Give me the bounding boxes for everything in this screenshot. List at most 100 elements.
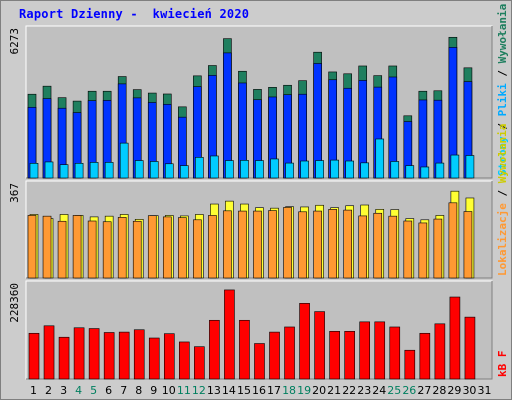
kbf-bar-15 bbox=[239, 319, 250, 380]
sites-bar-29 bbox=[448, 202, 458, 279]
x-tick-label-21: 21 bbox=[327, 384, 341, 397]
x-tick-label-11: 11 bbox=[177, 384, 191, 397]
sites-bar-28 bbox=[433, 218, 443, 279]
x-tick-label-7: 7 bbox=[120, 384, 127, 397]
kbf-bar-18 bbox=[284, 326, 295, 380]
pages-bar-14 bbox=[223, 52, 232, 179]
x-tick-label-5: 5 bbox=[90, 384, 97, 397]
sites-bar-20 bbox=[313, 210, 322, 279]
files-bar-20 bbox=[315, 160, 324, 179]
kbf-bar-11 bbox=[179, 341, 190, 380]
kbf-bar-19 bbox=[299, 303, 310, 380]
kbf-bar-16 bbox=[254, 343, 265, 380]
legend-top-part-2: Pliki bbox=[496, 83, 509, 116]
x-tick-label-15: 15 bbox=[237, 384, 251, 397]
kbf-bar-9 bbox=[148, 337, 160, 380]
panel-3-ymax-label: 228360 bbox=[8, 283, 21, 323]
x-tick-label-20: 20 bbox=[312, 384, 326, 397]
x-tick-label-3: 3 bbox=[60, 384, 67, 397]
x-tick-label-22: 22 bbox=[342, 384, 356, 397]
sites-bar-11 bbox=[178, 217, 187, 279]
sites-bar-2 bbox=[42, 215, 52, 279]
x-tick-label-25: 25 bbox=[387, 384, 401, 397]
files-bar-24 bbox=[375, 138, 385, 179]
kbf-bar-27 bbox=[419, 332, 431, 380]
files-bar-21 bbox=[330, 159, 339, 179]
sites-bar-14 bbox=[223, 210, 232, 279]
files-bar-3 bbox=[59, 164, 69, 179]
kbf-bar-14 bbox=[224, 289, 235, 380]
files-bar-8 bbox=[134, 160, 144, 179]
x-tick-label-30: 30 bbox=[462, 384, 476, 397]
x-tick-label-6: 6 bbox=[105, 384, 112, 397]
pages-bar-27 bbox=[418, 99, 428, 179]
x-tick-label-28: 28 bbox=[432, 384, 446, 397]
kbf-bar-10 bbox=[163, 333, 175, 380]
kbf-bar-25 bbox=[389, 326, 401, 380]
files-bar-17 bbox=[270, 158, 279, 179]
sites-bar-15 bbox=[238, 210, 247, 279]
kbf-bar-22 bbox=[344, 331, 355, 380]
kbf-bar-23 bbox=[359, 321, 371, 380]
legend-middle-part-2: Wywołania bbox=[496, 124, 509, 184]
files-bar-22 bbox=[345, 160, 354, 179]
legend-top-part-0: Strony bbox=[496, 136, 509, 176]
panel-2-ymax-label: 367 bbox=[8, 183, 21, 203]
kbf-bar-5 bbox=[88, 328, 100, 380]
files-bar-7 bbox=[119, 142, 129, 179]
files-bar-1 bbox=[29, 163, 39, 179]
kbf-bar-29 bbox=[449, 296, 461, 380]
files-bar-4 bbox=[74, 163, 84, 179]
x-tick-label-26: 26 bbox=[402, 384, 416, 397]
sites-bar-21 bbox=[328, 209, 337, 279]
sites-bar-7 bbox=[117, 217, 127, 279]
files-bar-2 bbox=[44, 161, 54, 179]
sites-bar-22 bbox=[343, 209, 352, 279]
kbf-bar-1 bbox=[28, 332, 40, 380]
kbf-bar-20 bbox=[314, 311, 325, 380]
legend-middle-part-0: Lokalizacje bbox=[496, 203, 509, 276]
sites-bar-10 bbox=[162, 216, 172, 279]
legend-bottom-part-0: kB F bbox=[496, 351, 509, 378]
sites-bar-5 bbox=[87, 220, 97, 279]
sites-bar-27 bbox=[418, 222, 428, 279]
x-tick-label-13: 13 bbox=[207, 384, 221, 397]
files-bar-18 bbox=[285, 162, 294, 179]
sites-bar-16 bbox=[253, 210, 262, 279]
sites-bar-24 bbox=[373, 212, 383, 279]
kbf-bar-2 bbox=[43, 325, 55, 380]
files-bar-26 bbox=[405, 165, 415, 179]
files-bar-19 bbox=[300, 160, 309, 179]
x-tick-label-12: 12 bbox=[192, 384, 206, 397]
x-tick-label-16: 16 bbox=[252, 384, 266, 397]
kbf-bar-17 bbox=[269, 331, 280, 380]
panel-1-ymax-label: 6273 bbox=[8, 28, 21, 55]
sites-bar-3 bbox=[57, 220, 67, 279]
files-bar-6 bbox=[104, 162, 114, 179]
sites-bar-8 bbox=[132, 220, 142, 279]
kbf-bar-13 bbox=[209, 319, 220, 380]
files-bar-11 bbox=[180, 165, 189, 179]
legend-middle: Lokalizacje / Wywołania bbox=[496, 124, 509, 276]
x-tick-label-31: 31 bbox=[477, 384, 491, 397]
files-bar-25 bbox=[390, 161, 400, 179]
files-bar-23 bbox=[360, 162, 370, 179]
x-tick-label-18: 18 bbox=[282, 384, 296, 397]
files-bar-10 bbox=[164, 163, 174, 179]
sites-bar-19 bbox=[298, 211, 307, 279]
files-bar-12 bbox=[195, 157, 204, 179]
sites-bar-26 bbox=[403, 220, 413, 279]
legend-middle-part-1: / bbox=[496, 183, 509, 203]
sites-bar-1 bbox=[27, 215, 37, 279]
kbf-bar-4 bbox=[73, 327, 85, 380]
kbf-bar-8 bbox=[133, 329, 145, 380]
kbf-bar-3 bbox=[58, 336, 70, 380]
x-tick-label-24: 24 bbox=[372, 384, 386, 397]
files-bar-30 bbox=[465, 155, 475, 179]
kbf-bar-24 bbox=[374, 321, 386, 380]
kbf-bar-7 bbox=[118, 331, 130, 380]
sites-bar-18 bbox=[283, 207, 292, 279]
legend-top: Strony / Pliki / Wywołania bbox=[496, 4, 509, 176]
